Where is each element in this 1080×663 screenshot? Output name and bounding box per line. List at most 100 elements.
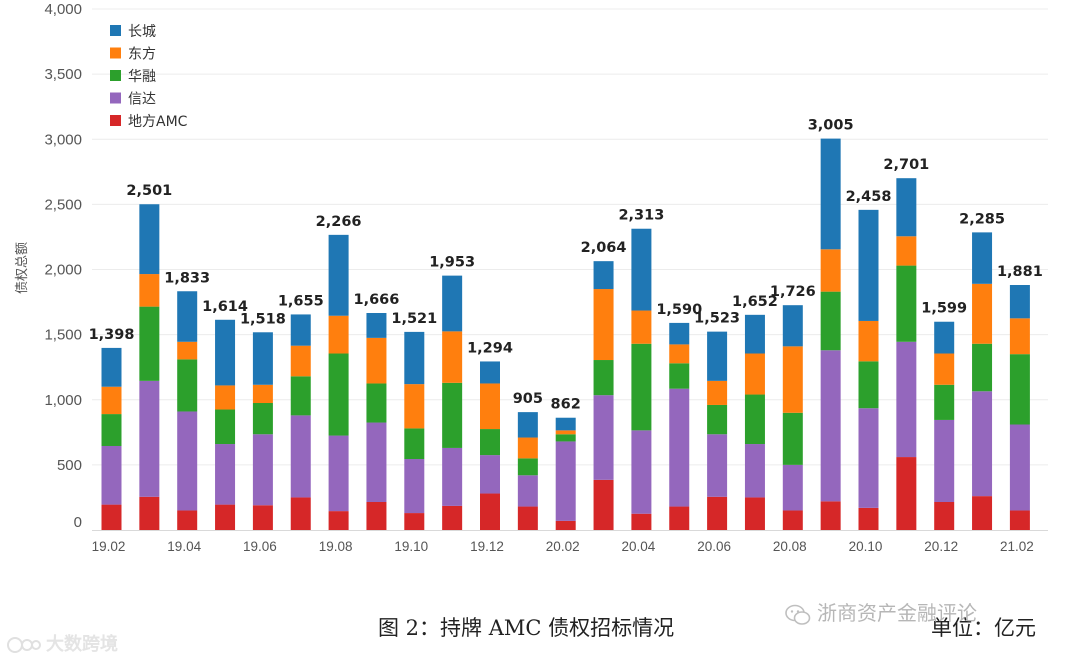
y-tick-label: 1,000 (44, 392, 82, 409)
total-label: 1,726 (770, 284, 816, 300)
bar-segment (744, 394, 765, 445)
bar-segment (858, 408, 879, 508)
bar-segment (177, 359, 198, 412)
bar-segment (782, 305, 803, 347)
bar-segment (1009, 510, 1030, 530)
bar-segment (555, 417, 576, 431)
bar-segment (744, 314, 765, 354)
corner-watermark: 大数跨境 (6, 630, 118, 656)
bar-segment (934, 353, 955, 385)
wechat-watermark-text: 浙商资产金融评论 (817, 601, 977, 625)
bar-segment (404, 331, 425, 385)
bar-segment (215, 409, 236, 445)
bar-segment (480, 383, 500, 430)
bar-segment (517, 475, 538, 507)
total-label: 2,266 (316, 214, 362, 230)
bar-segment (782, 412, 803, 465)
bar-segment (290, 314, 311, 346)
total-label: 1,398 (89, 327, 135, 343)
bar-segment (517, 506, 538, 530)
total-label: 1,521 (391, 311, 437, 327)
bar-segment (101, 414, 122, 446)
bar-segment (177, 510, 198, 530)
total-label: 1,518 (240, 311, 286, 327)
y-tick-label: 3,500 (44, 66, 82, 83)
bar-segment (820, 138, 841, 250)
legend-label: 地方AMC (128, 114, 188, 130)
bars (101, 138, 1030, 530)
bar-segment (139, 380, 160, 497)
bar-segment (442, 505, 463, 530)
bar-segment (442, 382, 463, 448)
x-tick-label: 20.06 (697, 539, 731, 554)
bar-segment (934, 501, 955, 530)
bar-segment (744, 353, 765, 395)
x-tick-label: 19.06 (243, 539, 277, 554)
bar-segment (555, 430, 576, 435)
bar-segment (593, 479, 614, 530)
figure-caption: 图 2：持牌 AMC 债权招标情况 (378, 616, 675, 640)
legend-swatch (110, 115, 121, 126)
x-tick-label: 19.02 (92, 539, 126, 554)
bar-segment (820, 249, 841, 292)
legend-swatch (110, 25, 121, 36)
legend-swatch (110, 70, 121, 81)
bar-segment (139, 204, 160, 275)
bar-segment (631, 310, 652, 344)
bar-segment (101, 386, 122, 415)
bar-segment (669, 322, 690, 345)
bar-segment (215, 504, 236, 530)
y-tick-label: 2,500 (44, 196, 82, 213)
bar-segment (555, 520, 576, 530)
x-tick-label: 20.08 (773, 539, 807, 554)
bar-segment (215, 444, 236, 505)
corner-watermark-text: 大数跨境 (46, 634, 118, 655)
bar-segment (442, 331, 463, 383)
bar-segment (101, 445, 122, 505)
bar-segment (139, 274, 160, 307)
y-tick-label: 3,000 (44, 131, 82, 148)
bar-segment (1009, 424, 1030, 511)
bar-segment (252, 505, 273, 530)
bar-segment (139, 496, 160, 530)
bar-segment (631, 343, 652, 431)
legend-label: 东方 (128, 47, 156, 63)
bar-segment (404, 384, 425, 429)
bar-segment (480, 361, 500, 384)
bar-segment (858, 320, 879, 362)
bar-segment (593, 289, 614, 361)
bar-segment (631, 430, 652, 514)
bar-segment (707, 331, 728, 381)
bar-segment (101, 347, 122, 387)
bar-segment (631, 513, 652, 530)
unit-label: 单位：亿元 (931, 616, 1036, 640)
legend-label: 信达 (128, 92, 156, 108)
legend-swatch (110, 47, 121, 59)
grid-lines (92, 8, 1048, 531)
bar-segment (366, 422, 387, 502)
bar-segment (744, 497, 765, 530)
bar-segment (669, 344, 690, 364)
total-label: 1,599 (921, 301, 967, 317)
bar-segment (404, 459, 425, 514)
bar-segment (252, 332, 273, 385)
bar-segment (480, 493, 500, 530)
legend-swatch (110, 92, 121, 104)
bar-segment (252, 434, 273, 506)
bar-segment (669, 506, 690, 530)
total-label: 1,294 (467, 340, 513, 356)
bar-segment (517, 437, 538, 459)
bar-segment (972, 496, 993, 530)
total-label: 1,652 (732, 294, 778, 310)
bar-segment (820, 501, 841, 530)
bar-segment (896, 457, 917, 530)
legend-label: 长城 (128, 24, 156, 40)
total-label: 2,285 (959, 211, 1005, 227)
total-label: 2,701 (883, 157, 929, 173)
bar-segment (896, 236, 917, 266)
bar-segment (139, 306, 160, 381)
x-tick-label: 19.12 (470, 539, 504, 554)
bar-segment (555, 441, 576, 521)
bar-segment (820, 291, 841, 351)
